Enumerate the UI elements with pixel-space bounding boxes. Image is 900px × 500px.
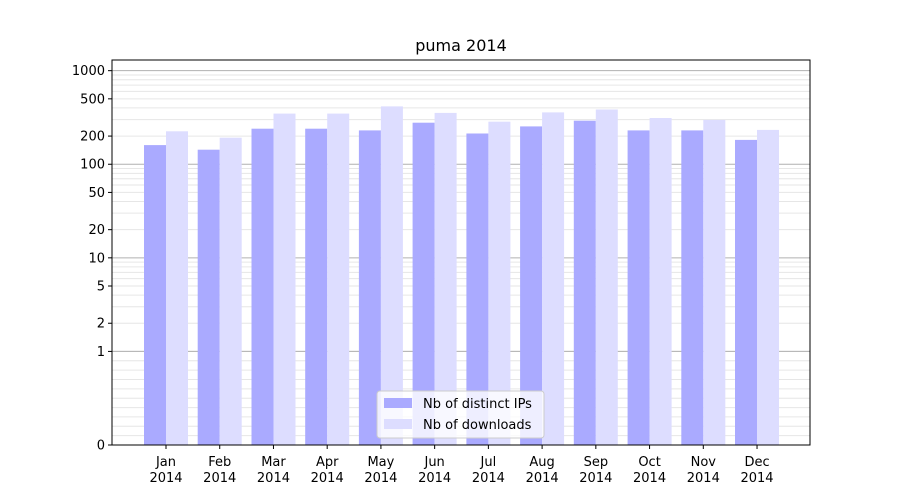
x-tick-label-year: 2014 (526, 471, 559, 486)
x-tick-label-year: 2014 (364, 471, 397, 486)
bar-distinct-ips (735, 139, 757, 445)
x-tick-label-month: Aug (529, 455, 554, 470)
bar-distinct-ips (466, 133, 489, 445)
bar-distinct-ips (197, 149, 220, 445)
x-tick-label-year: 2014 (579, 471, 612, 486)
bar-downloads (488, 121, 511, 445)
x-tick-label-month: Feb (208, 455, 231, 470)
x-tick-label-year: 2014 (472, 471, 505, 486)
x-tick-label-year: 2014 (633, 471, 666, 486)
y-tick-label: 2 (97, 317, 105, 332)
x-tick-label-month: Dec (744, 455, 769, 470)
y-tick-label: 1000 (72, 64, 105, 79)
bar-downloads (649, 118, 672, 445)
bar-distinct-ips (305, 128, 328, 445)
bar-distinct-ips (573, 120, 596, 445)
legend-label-ips: Nb of distinct IPs (423, 397, 532, 412)
bar-downloads (542, 112, 565, 446)
y-tick-label: 500 (80, 92, 105, 107)
y-axis: 0 1 2 5 10 20 50 100 200 500 1000 (72, 64, 112, 454)
x-tick-label-year: 2014 (418, 471, 451, 486)
bar-distinct-ips (251, 128, 274, 445)
legend-swatch-ips (384, 398, 412, 408)
bar-downloads (757, 129, 779, 445)
bar-downloads (703, 119, 726, 446)
bar-distinct-ips (412, 122, 435, 445)
x-tick-label-year: 2014 (740, 471, 773, 486)
x-tick-label-month: Oct (638, 455, 660, 470)
chart-title: puma 2014 (415, 36, 507, 55)
bar-distinct-ips (681, 130, 704, 445)
legend-swatch-downloads (384, 419, 412, 429)
legend-label-downloads: Nb of downloads (423, 418, 532, 433)
y-tick-label: 10 (88, 251, 105, 266)
bar-distinct-ips (144, 145, 166, 445)
x-tick-label-month: Jun (423, 455, 444, 470)
x-tick-label-month: Nov (691, 455, 717, 470)
x-tick-label-month: May (367, 455, 394, 470)
x-tick-label-year: 2014 (203, 471, 236, 486)
bar-downloads (166, 131, 188, 446)
x-tick-label-month: Sep (584, 455, 609, 470)
legend: Nb of distinct IPs Nb of downloads (376, 390, 545, 439)
bar-downloads (219, 137, 242, 445)
y-tick-label: 1 (97, 345, 105, 360)
x-tick-label-year: 2014 (149, 471, 182, 486)
y-tick-label: 50 (88, 186, 105, 201)
bar-downloads (327, 113, 350, 445)
x-tick-label-year: 2014 (257, 471, 290, 486)
x-tick-label-year: 2014 (687, 471, 720, 486)
x-tick-label-year: 2014 (311, 471, 344, 486)
bar-distinct-ips (627, 130, 650, 445)
y-tick-label: 200 (80, 130, 105, 145)
x-tick-label-month: Apr (316, 455, 339, 470)
bar-downloads (434, 112, 457, 446)
bar-distinct-ips (520, 126, 543, 446)
y-tick-label: 0 (97, 439, 105, 454)
x-axis: Jan2014Feb2014Mar2014Apr2014May2014Jun20… (149, 445, 774, 486)
bar-distinct-ips (358, 130, 381, 445)
y-tick-label: 20 (88, 223, 105, 238)
x-tick-label-month: Mar (261, 455, 286, 470)
y-tick-label: 5 (97, 280, 105, 295)
x-tick-label-month: Jan (155, 455, 176, 470)
plot-area-frame (111, 59, 811, 446)
bar-downloads (273, 113, 296, 445)
bar-downloads (595, 109, 618, 445)
x-tick-label-month: Jul (480, 455, 497, 470)
bar-downloads (380, 106, 403, 446)
y-tick-label: 100 (80, 158, 105, 173)
bars (144, 106, 779, 446)
legend-frame (376, 390, 545, 439)
